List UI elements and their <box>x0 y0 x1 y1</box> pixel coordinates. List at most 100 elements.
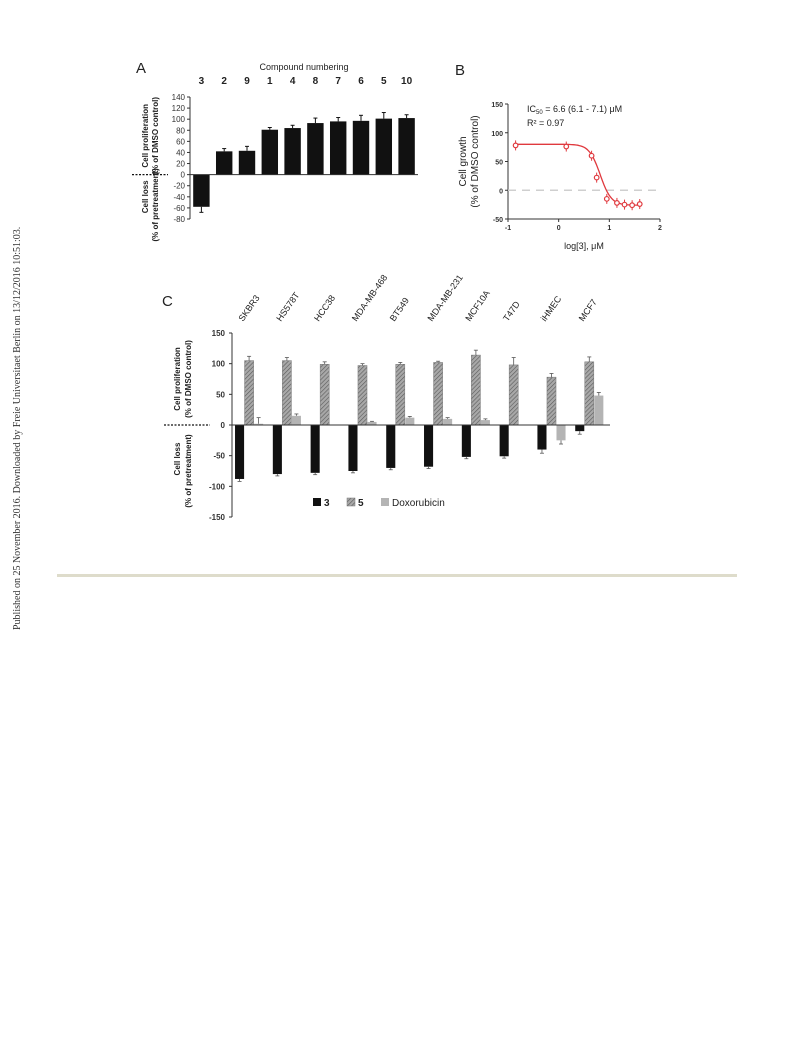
chart-c-bar-5 <box>433 362 443 426</box>
chart-c-bar-3 <box>537 425 547 450</box>
chart-b-y-tick-label: 50 <box>495 160 503 167</box>
chart-a-bar <box>352 120 370 175</box>
chart-b-data-point <box>512 142 519 149</box>
chart-b-x-tick-label: 1 <box>607 225 611 232</box>
chart-c-bar-3 <box>575 425 585 432</box>
chart-b-y-tick-label: 0 <box>499 188 503 195</box>
chart-b-ic50-annotation: IC50 = 6.6 (6.1 - 7.1) μM <box>527 104 622 116</box>
chart-c-category-label: MDA-MB-231 <box>425 273 464 323</box>
chart-a-bar <box>215 151 233 175</box>
chart-c-ylabel-upper-2: (% of DMSO control) <box>184 340 193 418</box>
chart-a-category-label: 8 <box>313 76 319 87</box>
chart-c-category-label: HCC38 <box>312 293 337 323</box>
chart-c-y-tick-label: -50 <box>213 452 225 461</box>
chart-c-legend-swatch <box>313 498 321 506</box>
chart-b-data-point <box>629 202 636 209</box>
chart-c-y-tick-label: 150 <box>212 329 226 338</box>
chart-b-ylabel-2: (% of DMSO control) <box>470 115 481 207</box>
panel-label-b: B <box>455 62 465 79</box>
chart-b-data-point <box>603 195 610 202</box>
chart-a-y-tick-label: 20 <box>176 160 185 169</box>
panel-label-a: A <box>136 60 146 77</box>
chart-c-legend-swatch <box>346 497 356 507</box>
chart-a-bar <box>261 129 279 175</box>
chart-b-ylabel-1: Cell growth <box>458 136 469 186</box>
chart-c-category-label: T47D <box>501 299 522 323</box>
chart-c-bar-doxorubicin <box>443 418 453 425</box>
chart-a-y-tick-label: 0 <box>181 171 186 180</box>
chart-c-bar-3 <box>386 425 396 468</box>
chart-c-bar-5 <box>357 365 368 426</box>
chart-c-bar-5 <box>584 361 595 426</box>
chart-a-y-tick-label: -20 <box>173 182 185 191</box>
chart-b-xlabel: log[3], μM <box>564 241 604 251</box>
chart-a-title: Compound numbering <box>259 62 348 72</box>
chart-c-bar-doxorubicin <box>291 415 301 425</box>
chart-b-y-tick-label: -50 <box>493 217 503 224</box>
chart-c-category-label: MCF7 <box>577 297 599 323</box>
chart-a-ylabel-upper-2: (% of DMSO control) <box>151 97 160 175</box>
chart-c-category-label: MCF10A <box>463 288 492 323</box>
page-divider <box>57 574 737 577</box>
chart-c-ylabel-lower-1: Cell loss <box>173 442 182 475</box>
chart-c-bar-doxorubicin <box>254 423 264 425</box>
chart-c-bar-5 <box>471 354 481 426</box>
chart-b-r2-annotation: R² = 0.97 <box>527 118 564 128</box>
chart-c-bar-3 <box>235 425 245 479</box>
chart-a-y-tick-label: 40 <box>176 148 185 157</box>
chart-a-bar <box>284 128 301 175</box>
chart-b-data-point <box>621 201 628 208</box>
chart-c-bar-5 <box>508 364 519 426</box>
chart-a-category-label: 6 <box>358 76 364 87</box>
chart-a-y-tick-label: -80 <box>173 215 185 224</box>
chart-a-y-tick-label: -40 <box>173 193 185 202</box>
chart-a-bar <box>307 123 324 175</box>
chart-b-x-tick-label: -1 <box>505 225 511 232</box>
chart-a-y-tick-label: 140 <box>172 93 186 102</box>
chart-b-y-tick-label: 100 <box>491 131 503 138</box>
chart-a-y-tick-label: 80 <box>176 126 185 135</box>
chart-c-category-label: HS578T <box>274 290 301 323</box>
chart-a-ylabel-lower-1: Cell loss <box>141 180 150 213</box>
chart-c-y-tick-label: 50 <box>216 390 225 399</box>
chart-c-bar-5 <box>546 376 557 426</box>
chart-a-y-tick-label: 100 <box>172 115 186 124</box>
chart-b-x-tick-label: 2 <box>658 225 662 232</box>
chart-c-bar-doxorubicin <box>480 420 490 425</box>
chart-c-bar-doxorubicin <box>405 417 415 425</box>
chart-a-bar <box>193 174 210 207</box>
chart-a-bar <box>238 150 256 175</box>
chart-a-ylabel-upper-1: Cell proliferation <box>141 104 150 168</box>
chart-a-category-label: 9 <box>244 76 250 87</box>
chart-c-bar-doxorubicin <box>367 421 377 425</box>
chart-c-legend-swatch <box>381 498 389 506</box>
chart-a-category-label: 1 <box>267 76 273 87</box>
chart-a-y-tick-label: -60 <box>173 204 185 213</box>
chart-a-ylabel-lower-2: (% of pretreatment) <box>151 168 160 242</box>
chart-c-bar-5 <box>395 364 406 426</box>
chart-c-ylabel-lower-2: (% of pretreatment) <box>184 434 193 508</box>
chart-c-y-tick-label: -100 <box>209 482 226 491</box>
chart-c-category-label: MDA-MB-468 <box>350 273 389 323</box>
chart-c-y-tick-label: 0 <box>221 421 226 430</box>
chart-c-bar-5 <box>244 360 254 426</box>
chart-a-bar <box>398 118 415 175</box>
chart-b-data-point <box>614 199 620 206</box>
chart-c-ylabel-upper-1: Cell proliferation <box>173 347 182 411</box>
chart-a-category-label: 7 <box>335 76 341 87</box>
chart-b-data-point <box>588 152 595 159</box>
chart-c-bar-3 <box>424 425 434 467</box>
chart-c-bar-3 <box>348 425 358 471</box>
chart-a-category-label: 2 <box>221 76 227 87</box>
chart-c-category-label: iHMEC <box>539 294 564 323</box>
chart-b-x-tick-label: 0 <box>557 225 561 232</box>
chart-c-y-tick-label: -150 <box>209 513 226 522</box>
chart-a-category-label: 4 <box>290 76 296 87</box>
chart-a-bar <box>375 118 393 175</box>
chart-c-bar-5 <box>282 360 292 426</box>
chart-c-legend-label: 5 <box>358 498 364 509</box>
panel-label-c: C <box>162 293 173 310</box>
chart-b-data-point <box>593 174 600 181</box>
